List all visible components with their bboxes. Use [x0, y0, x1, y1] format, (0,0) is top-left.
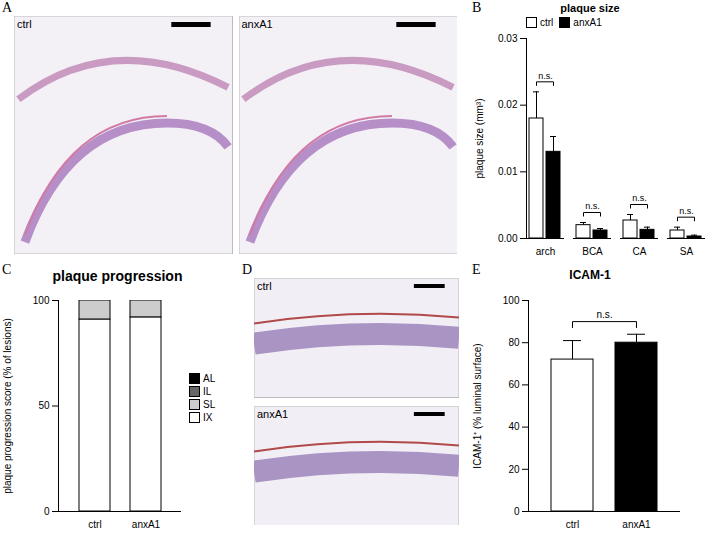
html-text:ICAM-1: ICAM-1 — [569, 268, 611, 282]
html-text:IX: IX — [203, 412, 213, 423]
html-text:plaque progression: plaque progression — [52, 268, 183, 284]
svg-text:plaque size (mm³): plaque size (mm³) — [474, 98, 485, 178]
html-text:A: A — [2, 0, 13, 15]
svg-text:SA: SA — [680, 246, 694, 257]
svg-text:0.00: 0.00 — [498, 233, 518, 244]
svg-text:0: 0 — [514, 506, 520, 517]
svg-text:ctrl: ctrl — [566, 519, 579, 530]
svg-text:0.03: 0.03 — [498, 33, 518, 44]
html-text:ctrl: ctrl — [257, 280, 272, 292]
svg-text:80: 80 — [508, 337, 520, 348]
svg-text:100: 100 — [503, 295, 520, 306]
html-text:ctrl: ctrl — [17, 18, 32, 30]
svg-text:CA: CA — [633, 246, 647, 257]
html-text:AL: AL — [203, 373, 216, 384]
svg-text:arch: arch — [536, 246, 555, 257]
svg-text:n.s.: n.s. — [596, 309, 612, 320]
svg-text:ICAM-1⁺ (% luminal surface): ICAM-1⁺ (% luminal surface) — [472, 343, 483, 468]
html-text:D: D — [242, 262, 253, 277]
svg-text:n.s.: n.s. — [632, 193, 647, 203]
svg-text:0.02: 0.02 — [498, 99, 518, 110]
svg-text:0: 0 — [44, 506, 50, 517]
svg-text:40: 40 — [508, 421, 520, 432]
html-text:plaque size: plaque size — [560, 2, 620, 14]
svg-text:0.01: 0.01 — [498, 166, 518, 177]
html-text:SL: SL — [203, 399, 216, 410]
svg-text:anxA1: anxA1 — [622, 519, 651, 530]
html-text:ctrl: ctrl — [540, 17, 554, 28]
svg-text:ctrl: ctrl — [88, 519, 101, 530]
svg-text:20: 20 — [508, 464, 520, 475]
svg-text:n.s.: n.s. — [538, 71, 553, 81]
html-text:anxA1: anxA1 — [257, 407, 289, 420]
svg-text:BCA: BCA — [582, 246, 603, 257]
html-text:anxA1: anxA1 — [241, 18, 273, 30]
svg-text:60: 60 — [508, 379, 520, 390]
svg-text:100: 100 — [33, 295, 50, 306]
html-text:C: C — [2, 262, 12, 277]
html-text:IL: IL — [203, 386, 212, 397]
svg-text:anxA1: anxA1 — [132, 519, 161, 530]
html-text:B: B — [472, 0, 482, 15]
svg-text:n.s.: n.s. — [679, 206, 694, 216]
html-text:anxA1: anxA1 — [573, 17, 602, 28]
svg-text:n.s.: n.s. — [585, 201, 600, 211]
html-text:E: E — [472, 262, 481, 277]
svg-text:50: 50 — [38, 400, 50, 411]
svg-text:plaque progression score (% of: plaque progression score (% of lesions) — [2, 318, 13, 494]
